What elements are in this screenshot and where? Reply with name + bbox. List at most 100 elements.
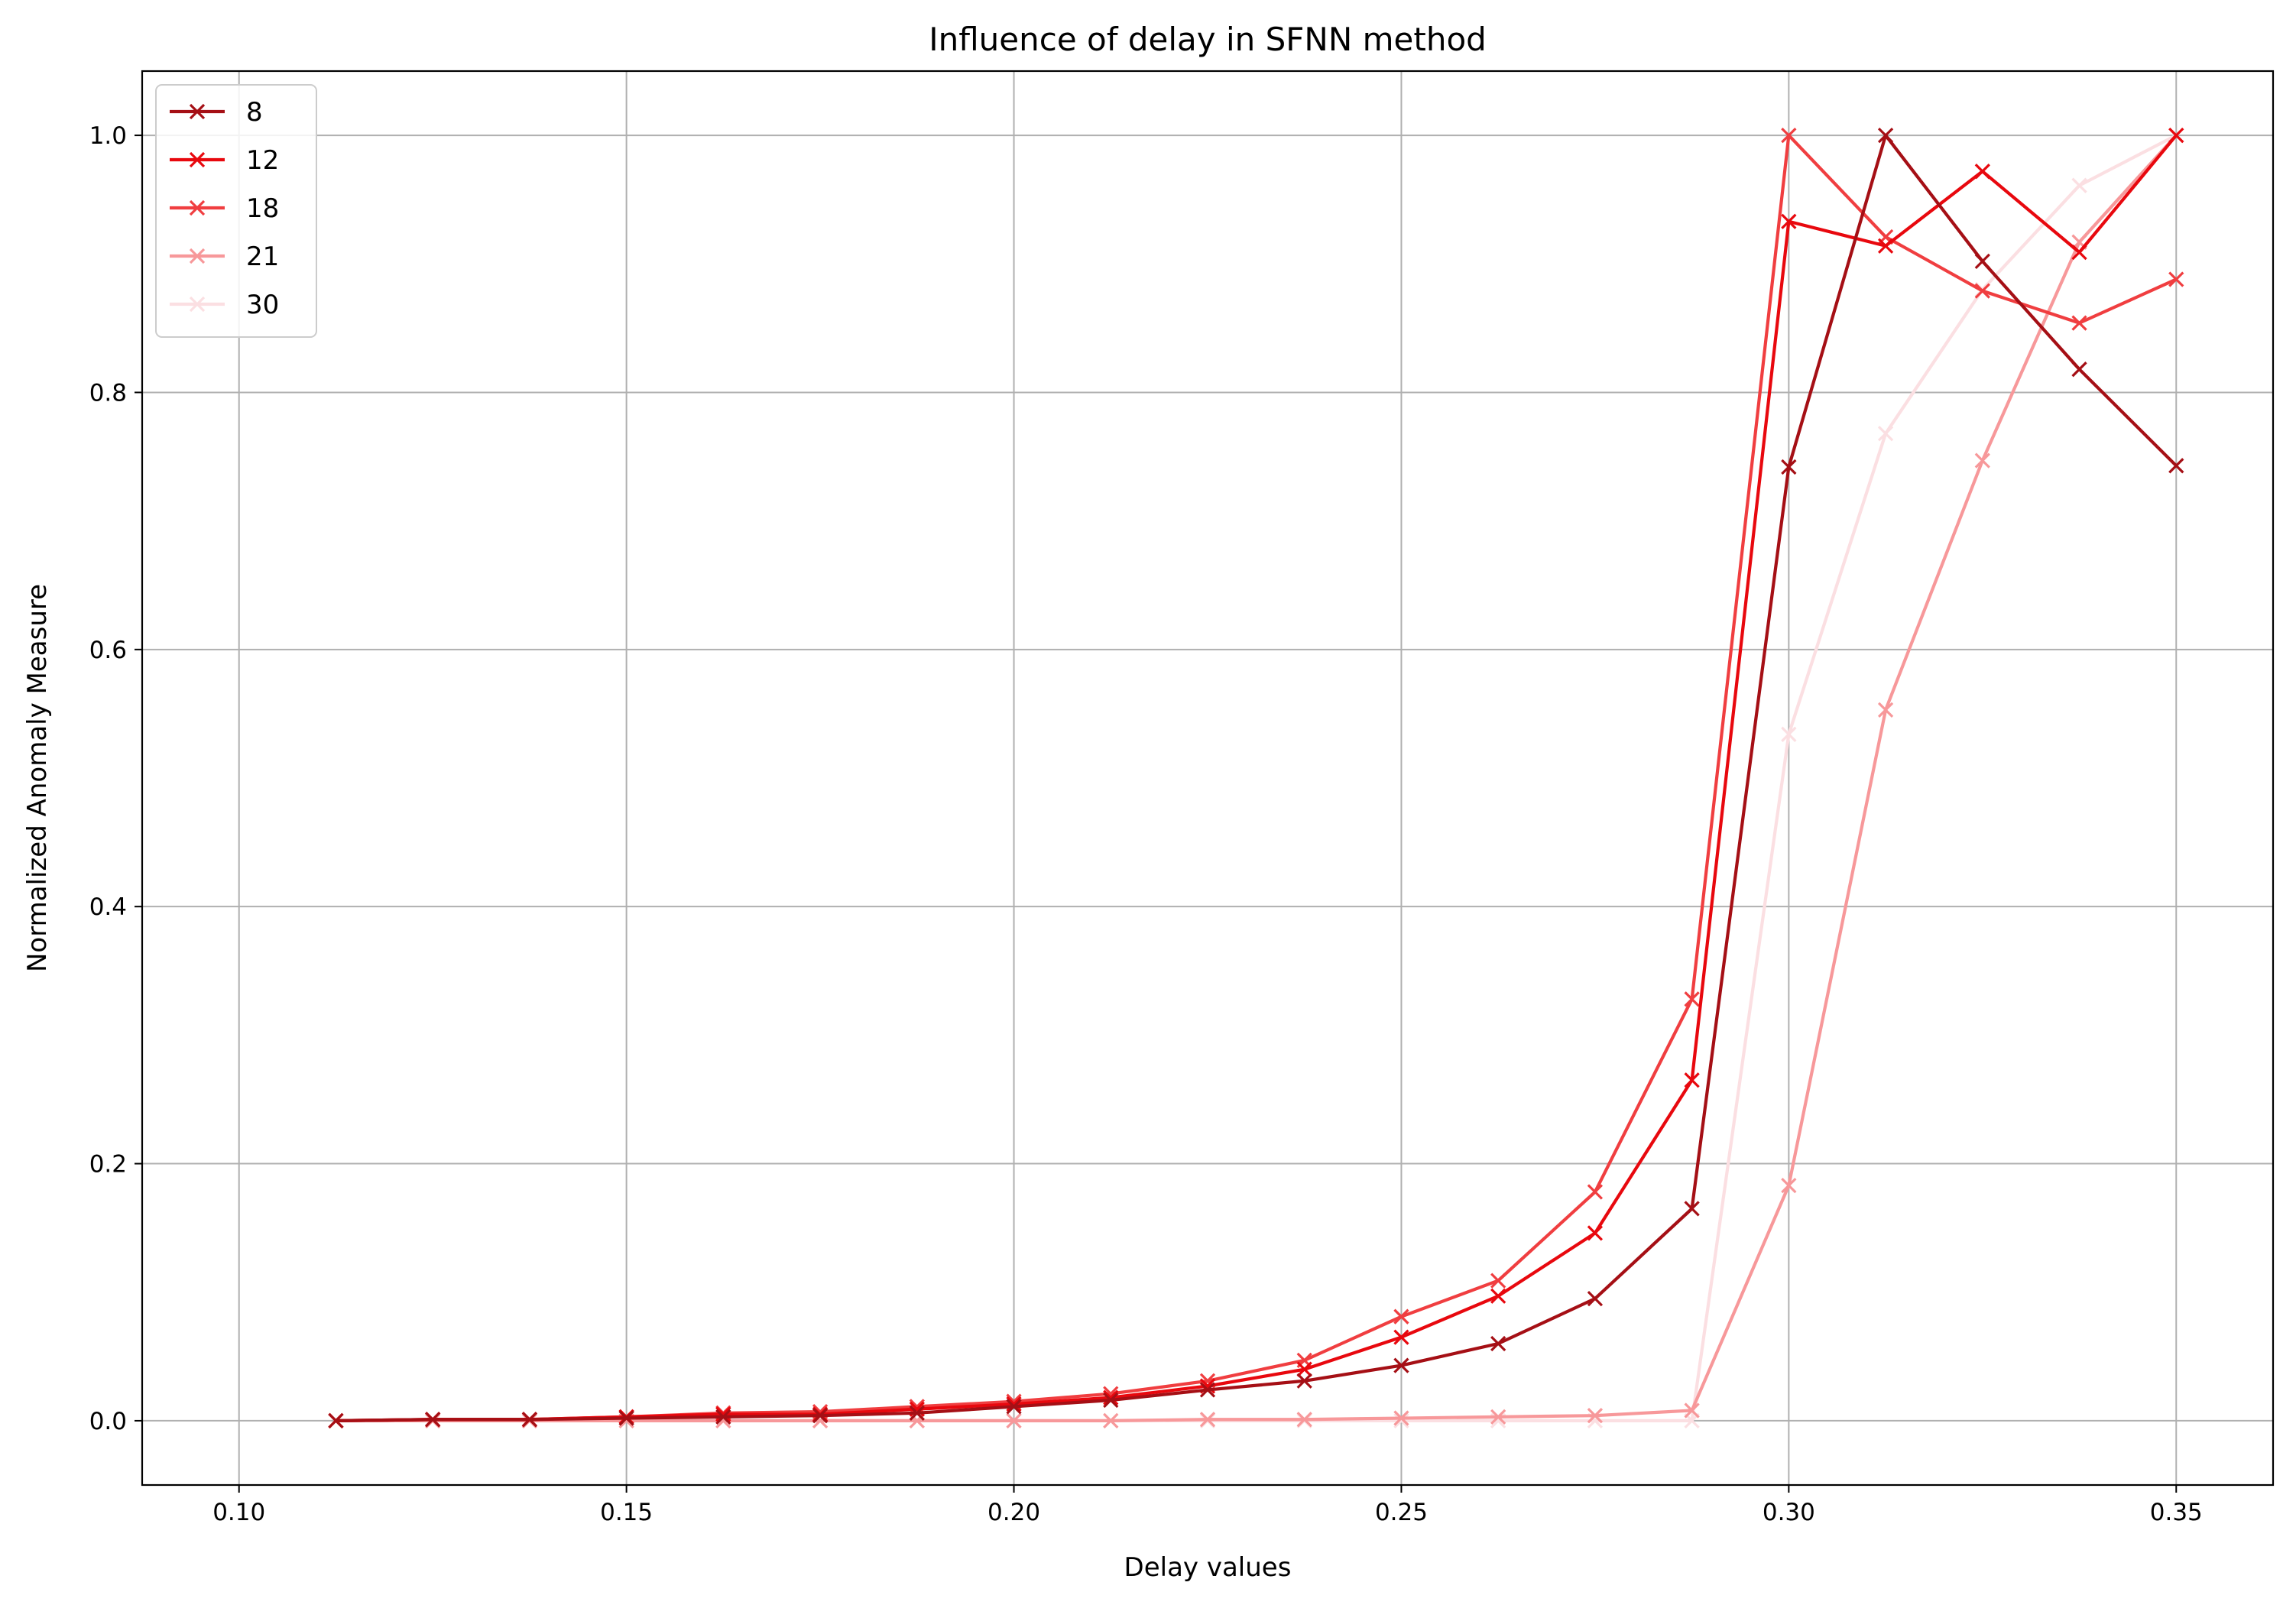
series-lines — [328, 127, 2184, 1429]
x-tick-label: 0.35 — [2150, 1499, 2203, 1526]
legend-label: 21 — [246, 242, 279, 272]
legend-marker — [189, 151, 206, 168]
x-tick-label: 0.10 — [212, 1499, 265, 1526]
point-18 — [1974, 283, 1990, 299]
point-8 — [1393, 1357, 1409, 1373]
point-12 — [1006, 1396, 1022, 1412]
series-21 — [328, 127, 2184, 1429]
point-8 — [1974, 253, 1990, 270]
legend-item-30: 30 — [170, 290, 279, 320]
legend: 8 12 18 21 30 — [155, 84, 317, 338]
legend-label: 18 — [246, 193, 279, 224]
point-18 — [1587, 1184, 1604, 1200]
legend-item-21: 21 — [170, 242, 279, 272]
point-12 — [1781, 213, 1797, 229]
series-18 — [328, 127, 2184, 1429]
point-21 — [1587, 1408, 1604, 1424]
series-line-12 — [336, 134, 2178, 1423]
point-21 — [1199, 1412, 1216, 1428]
point-21 — [1490, 1409, 1506, 1425]
series-12 — [328, 127, 2184, 1429]
y-axis-title: Normalized Anomaly Measure — [22, 584, 53, 972]
point-18 — [1684, 991, 1700, 1007]
x-axis-title: Delay values — [1124, 1552, 1292, 1583]
point-12 — [1490, 1288, 1506, 1304]
legend-box — [155, 84, 317, 338]
legend-item-18: 18 — [170, 193, 279, 224]
point-21 — [1006, 1412, 1022, 1429]
point-12 — [1587, 1225, 1604, 1241]
point-8 — [1877, 127, 1894, 144]
point-21 — [1296, 1412, 1312, 1428]
point-12 — [715, 1406, 731, 1422]
point-12 — [1103, 1389, 1119, 1406]
point-12 — [2071, 245, 2087, 261]
point-21 — [1781, 1178, 1797, 1194]
point-18 — [2168, 271, 2184, 287]
point-8 — [2071, 362, 2087, 378]
y-tick-label: 0.8 — [89, 379, 127, 407]
y-tick-label: 0.6 — [89, 637, 127, 664]
point-30 — [1877, 426, 1894, 442]
point-8 — [521, 1412, 538, 1428]
point-8 — [715, 1409, 731, 1425]
y-tick-label: 0.0 — [89, 1408, 127, 1435]
point-8 — [1006, 1399, 1022, 1415]
point-8 — [2168, 458, 2184, 474]
legend-label: 8 — [246, 97, 263, 128]
chart-title: Influence of delay in SFNN method — [929, 21, 1487, 58]
point-8 — [1684, 1201, 1700, 1217]
point-8 — [618, 1410, 634, 1426]
legend-marker — [189, 296, 206, 313]
legend-label: 30 — [246, 290, 279, 320]
x-tick-label: 0.25 — [1375, 1499, 1428, 1526]
point-21 — [1684, 1402, 1700, 1419]
series-8 — [328, 127, 2184, 1429]
y-tick-label: 0.2 — [89, 1151, 127, 1179]
legend-item-12: 12 — [170, 145, 279, 176]
point-8 — [425, 1412, 441, 1428]
point-18 — [1490, 1273, 1506, 1289]
point-21 — [1393, 1410, 1409, 1426]
legend-marker — [189, 199, 206, 216]
point-21 — [1974, 452, 1990, 469]
point-21 — [1103, 1412, 1119, 1429]
axis-ticks: 0.10 0.15 0.20 0.25 0.30 0.35 0.0 0.2 0.4 0.6 0.8 1… — [89, 122, 2203, 1526]
point-30 — [1781, 726, 1797, 742]
point-18 — [2071, 315, 2087, 331]
point-8 — [1490, 1335, 1506, 1352]
point-8 — [909, 1405, 925, 1421]
series-line-30 — [336, 134, 2178, 1423]
point-8 — [1103, 1392, 1119, 1409]
grid — [142, 71, 2273, 1485]
point-18 — [1393, 1308, 1409, 1325]
point-30 — [2071, 177, 2087, 193]
point-8 — [1199, 1382, 1216, 1398]
series-line-18 — [336, 133, 2178, 1423]
point-8 — [1781, 459, 1797, 475]
x-tick-label: 0.15 — [600, 1499, 653, 1526]
y-tick-label: 1.0 — [89, 122, 127, 150]
y-tick-label: 0.4 — [89, 893, 127, 921]
point-8 — [812, 1408, 829, 1424]
point-12 — [1296, 1361, 1312, 1377]
legend-marker — [189, 248, 206, 264]
plot-area-frame — [141, 70, 2275, 1487]
point-12 — [1684, 1072, 1700, 1088]
x-tick-label: 0.30 — [1763, 1499, 1815, 1526]
series-30 — [328, 127, 2184, 1429]
point-8 — [328, 1412, 344, 1429]
legend-marker — [189, 103, 206, 120]
point-12 — [1393, 1329, 1409, 1345]
point-18 — [1781, 127, 1797, 144]
series-line-8 — [336, 133, 2178, 1423]
point-21 — [1877, 702, 1894, 718]
point-8 — [1296, 1373, 1312, 1389]
point-12 — [1877, 238, 1894, 254]
point-30 — [1393, 1412, 1409, 1429]
series-line-21 — [336, 134, 2178, 1423]
point-12 — [2168, 127, 2184, 144]
point-8 — [1587, 1291, 1604, 1307]
point-12 — [1974, 164, 1990, 180]
